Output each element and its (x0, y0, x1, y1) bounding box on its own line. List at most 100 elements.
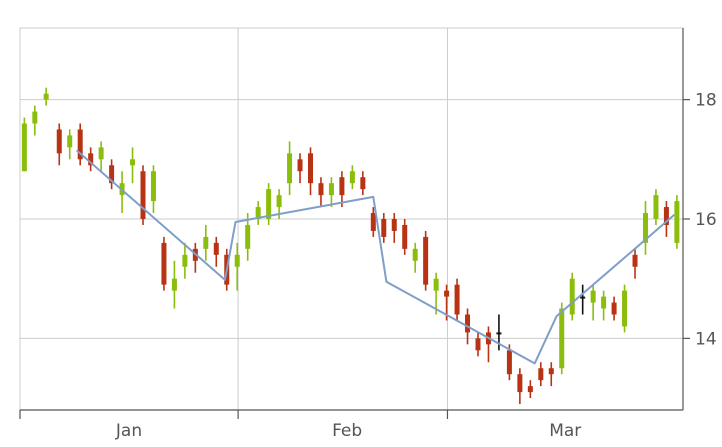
trend-line (76, 149, 675, 365)
candle-body (287, 153, 293, 184)
candle-body (496, 332, 502, 335)
candle (266, 183, 272, 225)
candle-body (77, 129, 83, 160)
candle (381, 213, 387, 243)
candle (43, 87, 49, 106)
grid-layer (19, 27, 684, 411)
candle (454, 278, 460, 321)
x-tick-label: Feb (332, 421, 362, 441)
candle-body (601, 296, 607, 309)
candle (339, 171, 345, 208)
x-tick-label: Mar (549, 421, 581, 441)
candle (98, 141, 104, 172)
candle-body (454, 284, 460, 315)
candle (360, 171, 366, 196)
candle (245, 213, 251, 261)
candle-body (674, 201, 680, 243)
candle-body (43, 93, 49, 100)
trend-line-layer (76, 149, 675, 365)
candle (391, 213, 397, 243)
candle-body (663, 207, 669, 225)
candle-body (245, 224, 251, 249)
candle (527, 380, 533, 399)
candle-body (56, 129, 62, 154)
candle-body (161, 242, 167, 285)
candle (548, 362, 554, 387)
candle (21, 117, 27, 172)
candle (192, 242, 198, 273)
candle (622, 284, 628, 333)
candle (109, 159, 115, 190)
candle (307, 147, 313, 196)
candle-body (611, 302, 617, 315)
candle-body (590, 290, 596, 303)
candle (32, 105, 38, 136)
candle (674, 195, 680, 249)
candle-body (370, 213, 376, 231)
candle (56, 123, 62, 166)
candle (538, 362, 544, 387)
candle-body (276, 195, 282, 208)
candle-body (88, 153, 94, 166)
candle (67, 129, 73, 160)
candle-body (412, 248, 418, 261)
candle-body (109, 165, 115, 184)
candle-body (632, 254, 638, 267)
candle-body (98, 147, 104, 160)
candle-body (318, 183, 324, 196)
candle-body (548, 368, 554, 375)
candle (287, 141, 293, 196)
candle-body (444, 290, 450, 297)
candle (328, 177, 334, 208)
candle-body (569, 278, 575, 315)
candle-body (234, 254, 240, 267)
candle-body (328, 183, 334, 196)
candle (150, 165, 156, 214)
candle-series (21, 87, 680, 405)
candle-body (506, 350, 512, 375)
candle-body (527, 386, 533, 393)
candle (402, 219, 408, 255)
candle (559, 302, 565, 375)
axes (19, 28, 690, 419)
x-tick-label: Jan (115, 421, 142, 441)
candle (580, 284, 586, 315)
y-axis-ticks: 14 16 18 (695, 91, 717, 350)
candle-body (182, 254, 188, 267)
candle-body (391, 219, 397, 231)
candle-body (475, 338, 481, 351)
candle-body (517, 374, 523, 393)
candle-body (307, 153, 313, 184)
x-axis-ticks: Jan Feb Mar (115, 421, 581, 441)
candle-body (559, 308, 565, 369)
candle (77, 123, 83, 166)
candle (590, 284, 596, 321)
candle-body (339, 177, 345, 196)
candle (349, 165, 355, 190)
candle-body (360, 177, 366, 190)
candle (370, 207, 376, 237)
candle-body (433, 278, 439, 291)
candle (297, 153, 303, 184)
candle (653, 189, 659, 225)
candle-body (381, 219, 387, 237)
candle-body (171, 278, 177, 291)
candle (182, 242, 188, 279)
candle (171, 260, 177, 309)
candle-body (465, 314, 471, 333)
candle (433, 272, 439, 315)
candle-body (140, 171, 146, 219)
candle (663, 201, 669, 237)
candle (423, 230, 429, 291)
candle (642, 201, 648, 255)
y-tick-label: 16 (695, 210, 717, 230)
y-tick-label: 14 (695, 329, 717, 349)
candle-body (653, 195, 659, 219)
candle (213, 236, 219, 267)
candle-body (150, 171, 156, 202)
candle-body (255, 207, 261, 219)
candle-body (622, 290, 628, 327)
candle-body (32, 111, 38, 124)
candle (318, 177, 324, 208)
